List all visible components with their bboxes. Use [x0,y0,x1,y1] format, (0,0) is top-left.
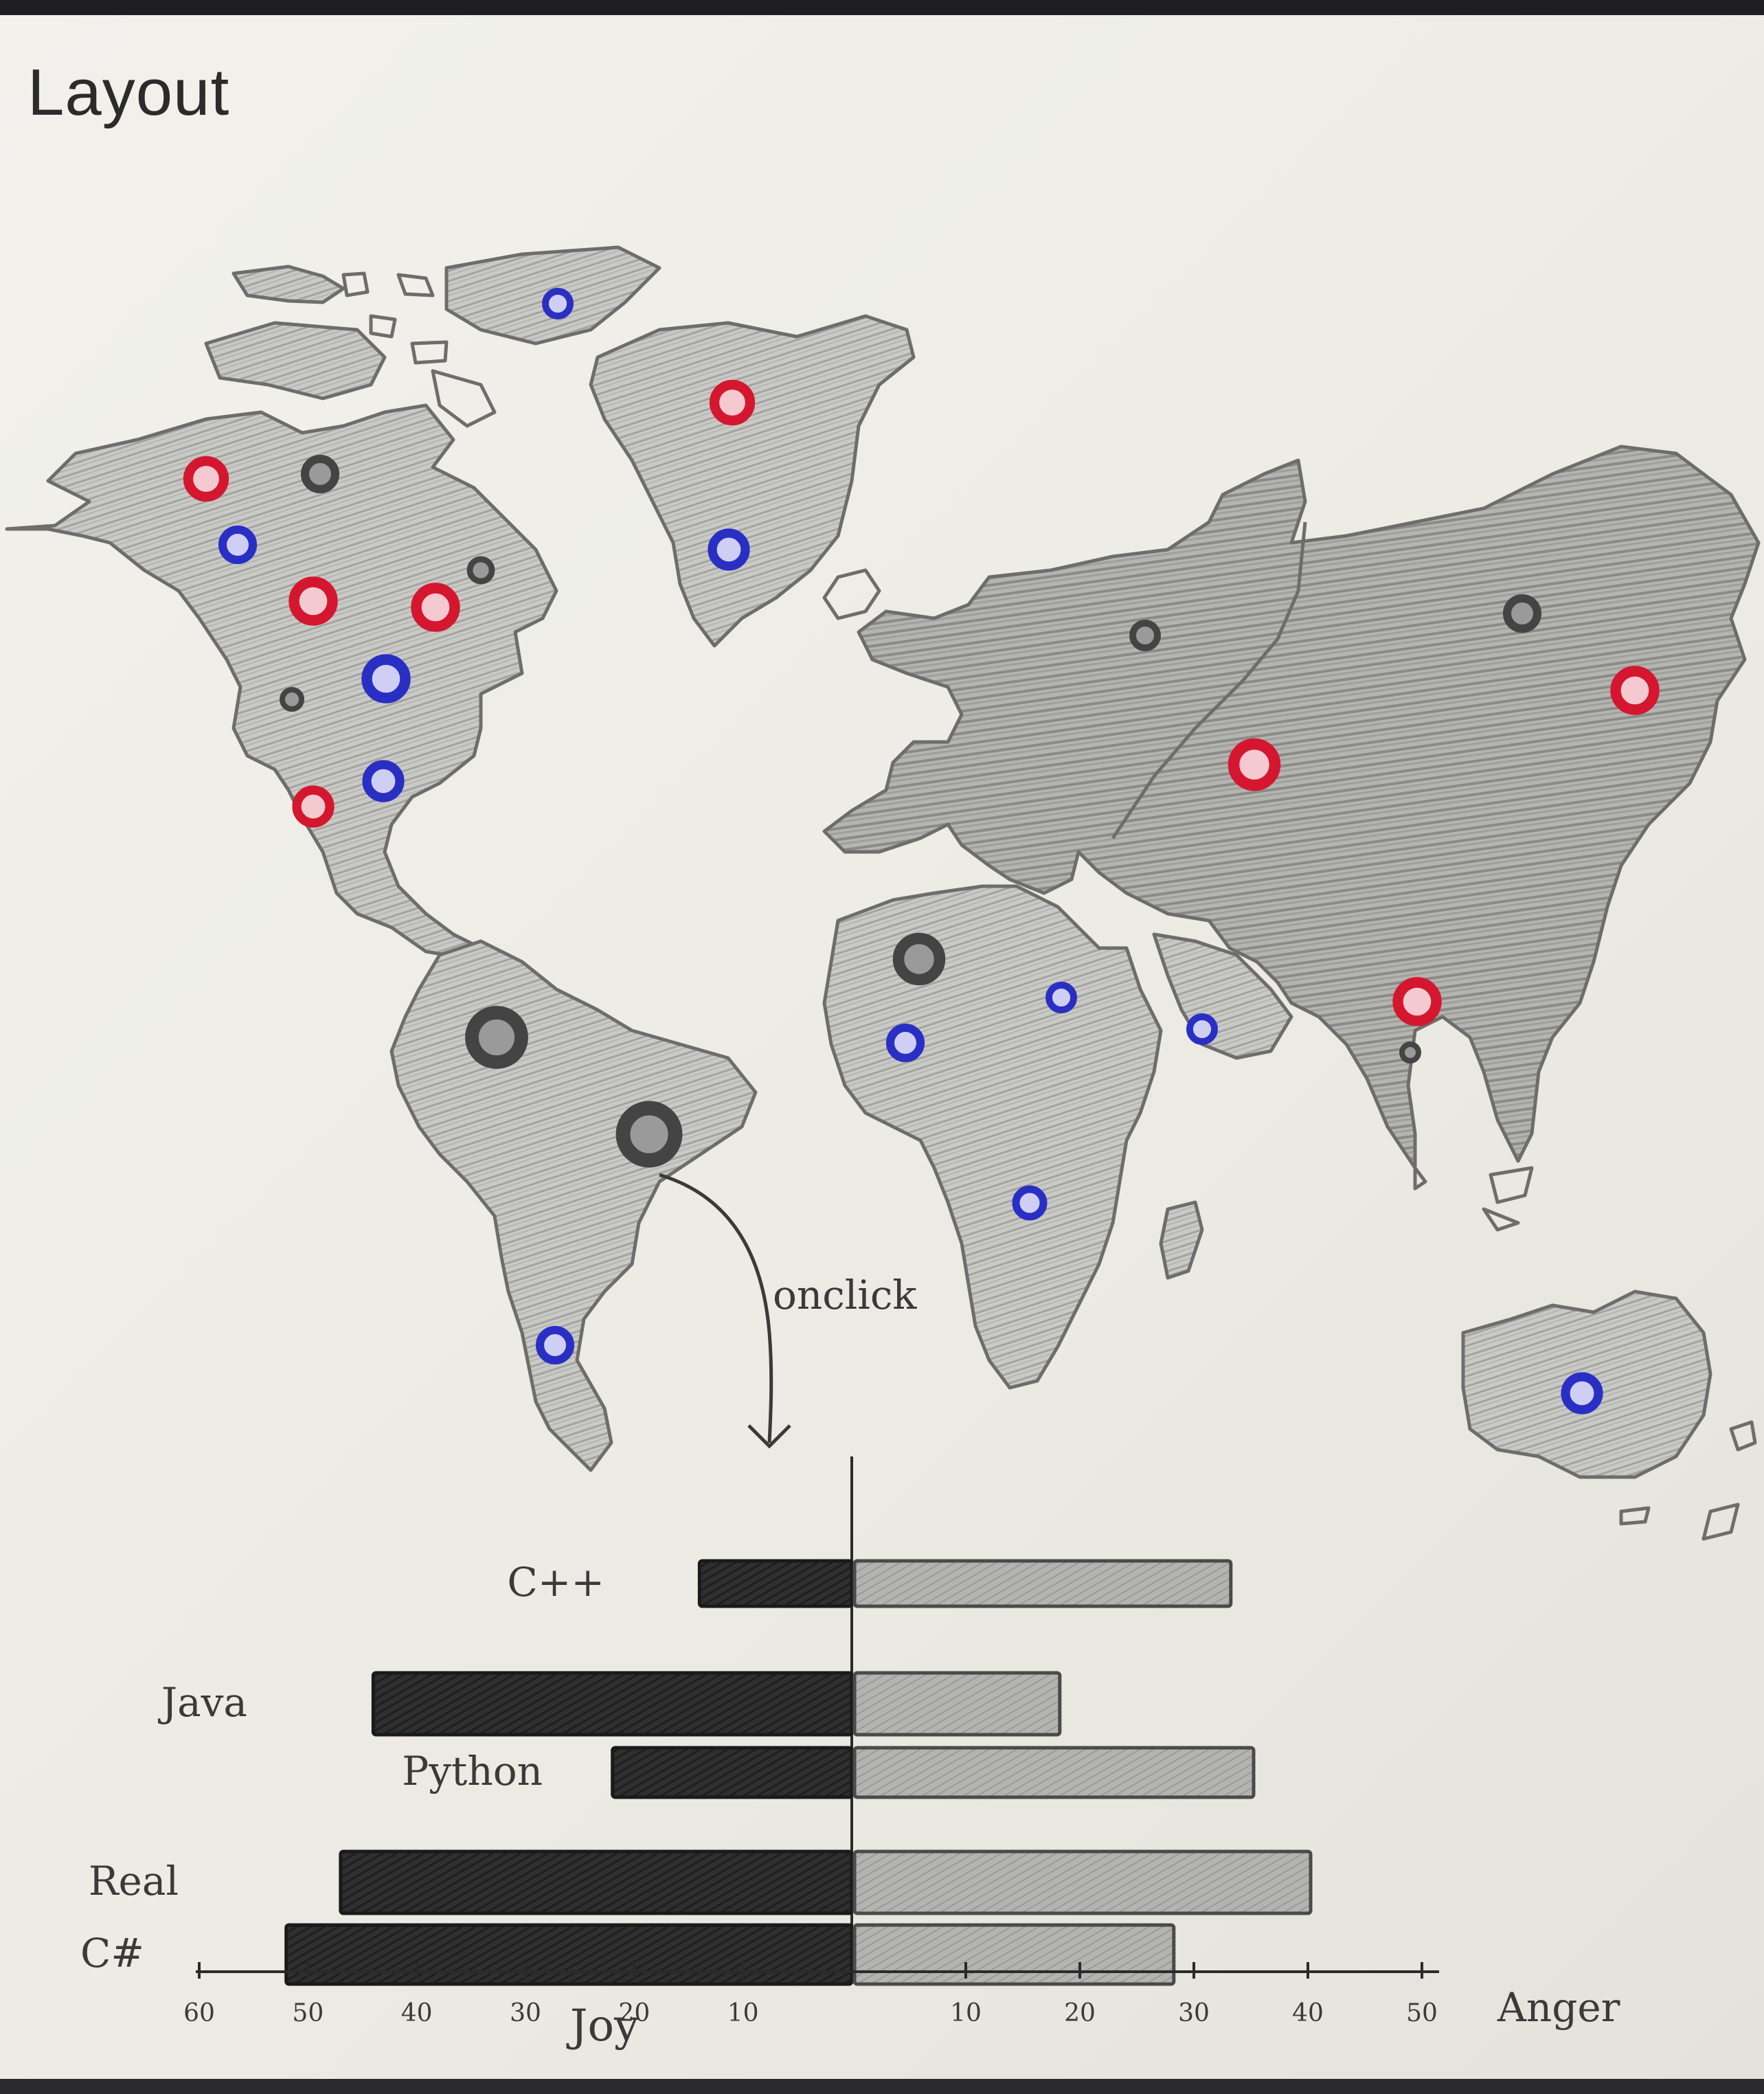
diverging-bar-chart: C++ Java Python Real C# 60 50 40 30 20 10 10 20 30 40 5… [80,1456,1620,2051]
japan [1482,1207,1520,1232]
tick-label: 60 [183,1999,215,2027]
red-map-marker[interactable] [709,379,756,426]
tick-label: 10 [727,1999,759,2027]
tick-label: 30 [510,1999,541,2027]
dark-map-marker[interactable] [1502,594,1542,633]
anger-bar-python[interactable] [852,1746,1256,1799]
tick-label: 10 [950,1999,982,2027]
dark-map-marker[interactable] [1129,620,1161,651]
red-map-marker[interactable] [1610,666,1660,715]
tick-label: 20 [1064,1999,1096,2027]
onclick-arrow [659,1173,773,1443]
red-map-marker[interactable] [1228,738,1281,791]
tick-label: 50 [292,1999,324,2027]
blue-map-marker[interactable] [1561,1372,1603,1415]
anger-bar-cxx[interactable] [852,1559,1233,1608]
blue-map-marker[interactable] [885,1023,925,1063]
anger-bar-cx[interactable] [852,1923,1176,1986]
blue-map-marker[interactable] [1186,1013,1218,1045]
red-map-marker[interactable] [289,576,338,626]
page-title: Layout [27,56,230,129]
tick-label: 30 [1178,1999,1210,2027]
category-label: Java [158,1679,247,1726]
blue-map-marker[interactable] [1045,982,1077,1013]
top-border [0,0,1764,15]
arctic-island [204,321,387,401]
onclick-arrowhead [747,1424,791,1449]
arctic-island [341,271,370,297]
category-label: Real [89,1858,179,1904]
tick-label: 40 [1292,1999,1324,2027]
category-label: C++ [507,1559,604,1606]
arctic-island [431,369,497,428]
right-axis-label: Anger [1497,1984,1620,2031]
tick-label: 20 [618,1999,650,2027]
red-map-marker[interactable] [411,583,460,632]
arctic-island [369,314,397,339]
blue-map-marker[interactable] [1012,1185,1048,1221]
dark-map-marker[interactable] [466,556,495,585]
red-map-marker[interactable] [1392,977,1442,1026]
blue-map-marker[interactable] [218,525,258,565]
category-label: Python [402,1748,543,1794]
anger-bar-real[interactable] [852,1849,1313,1915]
japan [1489,1166,1534,1204]
new-zealand [1729,1420,1757,1452]
north-america [5,403,558,960]
island [1619,1506,1651,1526]
map-markers [183,288,1660,1415]
iceland [822,568,881,620]
left-axis-label: Joy [566,2001,639,2051]
dark-map-marker[interactable] [1399,1042,1421,1063]
joy-bar-java[interactable] [371,1671,854,1737]
new-zealand [1701,1502,1740,1541]
dark-map-marker[interactable] [465,1006,528,1069]
joy-bar-python[interactable] [611,1746,854,1799]
dark-map-marker[interactable] [615,1101,683,1168]
dark-map-marker[interactable] [300,454,340,494]
dark-map-marker[interactable] [892,932,946,986]
blue-map-marker[interactable] [361,654,411,703]
dark-map-marker[interactable] [280,687,304,712]
world-map [5,245,1761,1541]
arctic-island [396,273,435,297]
tick-label: 40 [401,1999,433,2027]
red-map-marker[interactable] [292,785,335,828]
anger-bar-java[interactable] [852,1671,1062,1737]
tick-label: 50 [1406,1999,1438,2027]
blue-map-marker[interactable] [708,528,750,571]
greenland [589,314,916,648]
madagascar [1159,1200,1204,1280]
joy-bar-cxx[interactable] [697,1559,854,1608]
asia-divider [1111,521,1307,840]
arctic-island [410,340,449,365]
joy-bar-real[interactable] [339,1849,854,1915]
south-america [389,939,758,1472]
category-label: C# [80,1930,144,1977]
africa [822,884,1163,1390]
onclick-label: onclick [773,1272,917,1318]
red-map-marker[interactable] [183,455,229,502]
blue-map-marker[interactable] [542,288,574,319]
arctic-island [231,264,346,304]
blue-map-marker[interactable] [535,1325,575,1365]
blue-map-marker[interactable] [362,760,405,802]
sri-lanka [1413,1166,1427,1191]
joy-bar-cx[interactable] [284,1923,854,1986]
arabia [1152,932,1293,1060]
bottom-border [0,2079,1764,2094]
